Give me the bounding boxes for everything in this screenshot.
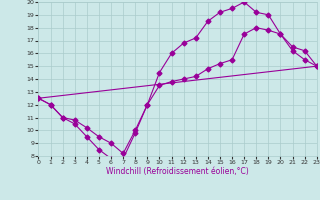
X-axis label: Windchill (Refroidissement éolien,°C): Windchill (Refroidissement éolien,°C) — [106, 167, 249, 176]
